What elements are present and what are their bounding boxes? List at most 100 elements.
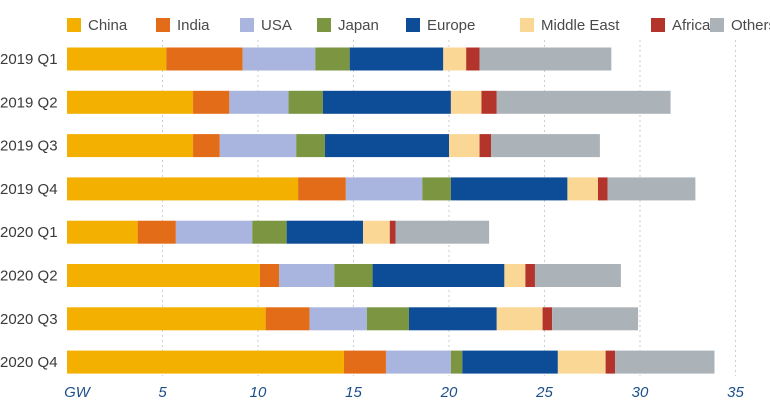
bar-segment-china (67, 220, 138, 244)
bar-segment-africa (481, 90, 497, 114)
bar-segment-europe (349, 47, 444, 71)
bar-segment-japan (296, 134, 325, 158)
bar-segment-others (479, 47, 612, 71)
bar-segment-japan (288, 90, 323, 114)
bar-segment-europe (462, 350, 558, 374)
bar-segment-others (534, 264, 621, 287)
bar-segment-middle-east (449, 134, 480, 158)
bar-segment-usa (242, 47, 316, 71)
x-tick-label: 15 (345, 384, 362, 400)
bar-segment-india (298, 177, 346, 201)
bar-segment-middle-east (567, 177, 598, 201)
bar-segment-africa (597, 177, 608, 201)
bar-segment-japan (366, 307, 409, 331)
bar-segment-others (491, 134, 600, 158)
legend-label-others: Others (731, 17, 770, 34)
legend-swatch-china (67, 18, 81, 32)
bar-segment-china (67, 47, 167, 71)
bar-segment-china (67, 134, 194, 158)
bar-segment-middle-east (450, 90, 482, 114)
bar-segment-india (193, 90, 230, 114)
legend-label-japan: Japan (338, 17, 379, 34)
bar-segment-india (343, 350, 386, 374)
bar-segment-usa (345, 177, 423, 201)
x-tick-label: 10 (250, 384, 267, 400)
bar-segment-europe (450, 177, 568, 201)
bar-segment-china (67, 177, 299, 201)
category-label: 2019 Q4 (0, 181, 58, 198)
legend-swatch-africa (651, 18, 665, 32)
bar-segment-others (615, 350, 715, 374)
bar-segment-middle-east (443, 47, 467, 71)
bar-segment-africa (479, 134, 492, 158)
bar-segment-europe (322, 90, 451, 114)
bar-segment-india (166, 47, 243, 71)
bars (67, 47, 715, 374)
bar-segment-africa (542, 307, 553, 331)
bar-segment-japan (334, 264, 373, 287)
x-tick-label: 35 (727, 384, 744, 400)
bar-segment-japan (315, 47, 350, 71)
x-tick-label: 30 (632, 384, 649, 400)
x-tick-label: 5 (158, 384, 167, 400)
bar-segment-europe (286, 220, 364, 244)
x-tick-label: 25 (535, 384, 553, 400)
category-label: 2020 Q2 (0, 268, 58, 285)
bar-segment-india (137, 220, 176, 244)
bar-segment-middle-east (504, 264, 526, 287)
bar-segment-usa (229, 90, 289, 114)
legend-label-europe: Europe (427, 17, 475, 34)
bar-segment-usa (309, 307, 367, 331)
x-axis-unit-label: GW (64, 384, 92, 400)
bar-segment-china (67, 350, 344, 374)
legend-label-africa: Africa (672, 17, 711, 34)
bar-segment-usa (385, 350, 451, 374)
legend-swatch-india (156, 18, 170, 32)
category-label: 2020 Q1 (0, 224, 58, 241)
bar-segment-japan (450, 350, 463, 374)
bar-segment-europe (324, 134, 449, 158)
bar-segment-japan (252, 220, 287, 244)
category-labels: 2019 Q1 2019 Q2 2019 Q3 2019 Q4 2020 Q1 2020 … (0, 51, 58, 371)
legend-label-china: China (88, 17, 128, 34)
bar-segment-africa (466, 47, 480, 71)
bar-segment-africa (389, 220, 396, 244)
bar-segment-others (395, 220, 490, 244)
legend-swatch-others (710, 18, 724, 32)
bar-segment-india (259, 264, 280, 287)
legend-label-india: India (177, 17, 210, 34)
x-axis-ticks: GW 5 10 15 20 25 30 35 (64, 384, 744, 400)
bar-segment-africa (525, 264, 535, 287)
bar-segment-africa (605, 350, 616, 374)
bar-segment-middle-east (557, 350, 606, 374)
legend-label-middle-east: Middle East (541, 17, 620, 34)
bar-segment-india (193, 134, 220, 158)
bar-segment-others (607, 177, 696, 201)
bar-segment-china (67, 90, 194, 114)
legend-swatch-japan (317, 18, 331, 32)
bar-segment-china (67, 264, 260, 287)
bar-segment-usa (279, 264, 335, 287)
category-label: 2020 Q4 (0, 354, 58, 371)
category-label: 2020 Q3 (0, 311, 58, 328)
bar-segment-china (67, 307, 266, 331)
bar-segment-japan (422, 177, 451, 201)
bar-segment-middle-east (363, 220, 390, 244)
legend-swatch-middle-east (520, 18, 534, 32)
category-label: 2019 Q1 (0, 51, 58, 68)
bar-segment-usa (219, 134, 297, 158)
bar-segment-usa (175, 220, 253, 244)
legend-swatch-usa (240, 18, 254, 32)
bar-segment-others (552, 307, 639, 331)
bar-segment-others (496, 90, 671, 114)
legend: China India USA Japan Europe Middle East Afric… (67, 17, 770, 34)
bar-segment-middle-east (496, 307, 543, 331)
legend-label-usa: USA (261, 17, 292, 34)
bar-segment-india (265, 307, 310, 331)
x-tick-label: 20 (440, 384, 458, 400)
bar-segment-europe (408, 307, 497, 331)
legend-swatch-europe (406, 18, 420, 32)
bar-segment-europe (372, 264, 505, 287)
category-label: 2019 Q3 (0, 138, 58, 155)
